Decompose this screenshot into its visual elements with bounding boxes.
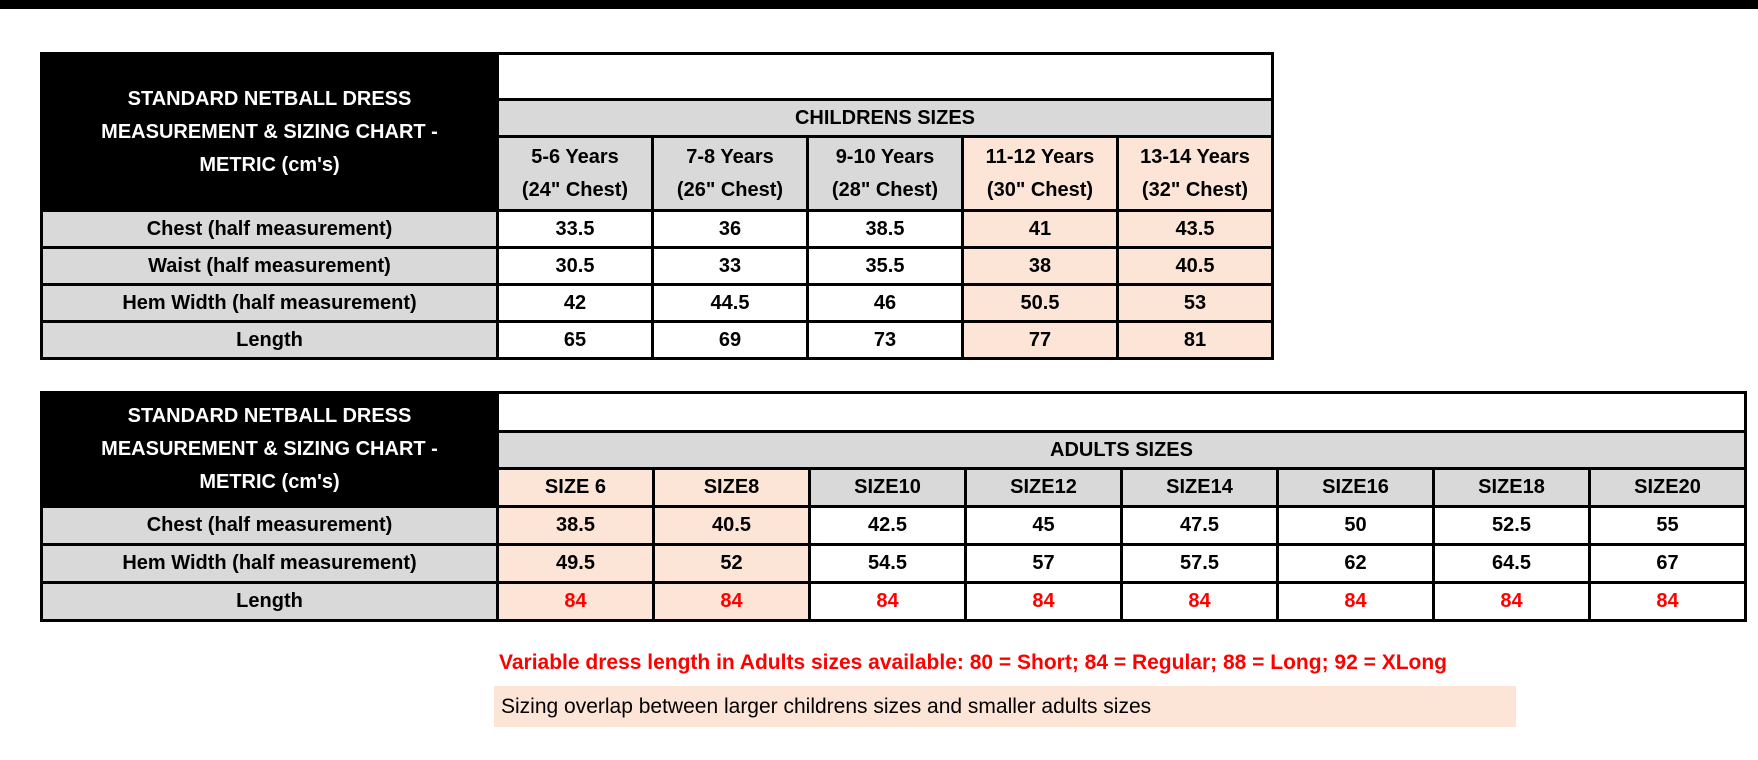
- column-header-line: 13-14 Years: [1140, 145, 1250, 168]
- data-cell: 81: [1116, 320, 1274, 360]
- column-header-line: (24" Chest): [521, 178, 629, 201]
- data-cell: 84: [496, 581, 655, 622]
- data-cell: 52.5: [1432, 505, 1591, 546]
- row-label: Chest (half measurement): [40, 505, 499, 546]
- adults-sizing-table: STANDARD NETBALL DRESS MEASUREMENT & SIZI…: [40, 391, 1747, 622]
- table-title-line: METRIC (cm's): [199, 153, 340, 176]
- column-header-line: 9-10 Years: [835, 145, 935, 168]
- data-cell: 52: [652, 543, 811, 584]
- header-gap: [496, 391, 1747, 433]
- row-label: Waist (half measurement): [40, 246, 499, 286]
- data-cell: 43.5: [1116, 209, 1274, 249]
- data-cell: 49.5: [496, 543, 655, 584]
- data-cell: 38: [961, 246, 1119, 286]
- table-title: STANDARD NETBALL DRESS MEASUREMENT & SIZI…: [40, 391, 499, 508]
- data-cell: 50.5: [961, 283, 1119, 323]
- children-group-header: CHILDRENS SIZES: [496, 98, 1274, 138]
- data-cell: 38.5: [496, 505, 655, 546]
- column-header: SIZE 6: [496, 467, 655, 508]
- column-header: SIZE8: [652, 467, 811, 508]
- column-header: SIZE14: [1120, 467, 1279, 508]
- table-title-line: MEASUREMENT & SIZING CHART -: [101, 438, 438, 460]
- column-header-line: SIZE12: [1010, 476, 1077, 498]
- data-cell: 33.5: [496, 209, 654, 249]
- data-cell: 84: [1432, 581, 1591, 622]
- table-title: STANDARD NETBALL DRESS MEASUREMENT & SIZI…: [40, 52, 499, 212]
- data-cell: 73: [806, 320, 964, 360]
- table-title-line: MEASUREMENT & SIZING CHART -: [101, 120, 438, 143]
- data-cell: 47.5: [1120, 505, 1279, 546]
- data-cell: 84: [964, 581, 1123, 622]
- data-cell: 84: [808, 581, 967, 622]
- column-header-line: 5-6 Years: [531, 145, 619, 168]
- data-cell: 46: [806, 283, 964, 323]
- data-cell: 44.5: [651, 283, 809, 323]
- table-title-line: STANDARD NETBALL DRESS: [127, 87, 412, 110]
- data-cell: 36: [651, 209, 809, 249]
- data-cell: 40.5: [1116, 246, 1274, 286]
- data-cell: 84: [1120, 581, 1279, 622]
- column-header-line: SIZE 6: [544, 476, 607, 498]
- data-cell: 84: [1588, 581, 1747, 622]
- column-header: 13-14 Years (32" Chest): [1116, 135, 1274, 212]
- data-cell: 33: [651, 246, 809, 286]
- data-cell: 54.5: [808, 543, 967, 584]
- data-cell: 40.5: [652, 505, 811, 546]
- column-header-line: SIZE20: [1634, 476, 1701, 498]
- row-label: Hem Width (half measurement): [40, 543, 499, 584]
- data-cell: 67: [1588, 543, 1747, 584]
- column-header-line: (28" Chest): [831, 178, 939, 201]
- data-cell: 77: [961, 320, 1119, 360]
- row-label: Length: [40, 581, 499, 622]
- row-label: Chest (half measurement): [40, 209, 499, 249]
- children-sizing-table: STANDARD NETBALL DRESS MEASUREMENT & SIZI…: [40, 52, 1274, 360]
- sizing-overlap-note: Sizing overlap between larger childrens …: [494, 686, 1516, 727]
- data-cell: 84: [1276, 581, 1435, 622]
- top-black-bar: [0, 0, 1758, 9]
- data-cell: 55: [1588, 505, 1747, 546]
- column-header-line: (26" Chest): [676, 178, 784, 201]
- data-cell: 84: [652, 581, 811, 622]
- data-cell: 42: [496, 283, 654, 323]
- data-cell: 64.5: [1432, 543, 1591, 584]
- column-header-line: SIZE16: [1322, 476, 1389, 498]
- column-header: 11-12 Years (30" Chest): [961, 135, 1119, 212]
- variable-length-note: Variable dress length in Adults sizes av…: [499, 651, 1448, 674]
- data-cell: 38.5: [806, 209, 964, 249]
- data-cell: 35.5: [806, 246, 964, 286]
- column-header-line: (32" Chest): [1141, 178, 1249, 201]
- data-cell: 57: [964, 543, 1123, 584]
- column-header: SIZE16: [1276, 467, 1435, 508]
- data-cell: 41: [961, 209, 1119, 249]
- data-cell: 65: [496, 320, 654, 360]
- row-label: Hem Width (half measurement): [40, 283, 499, 323]
- column-header-line: 11-12 Years: [985, 145, 1095, 168]
- column-header: SIZE10: [808, 467, 967, 508]
- table-title-line: STANDARD NETBALL DRESS: [127, 405, 412, 427]
- data-cell: 62: [1276, 543, 1435, 584]
- data-cell: 57.5: [1120, 543, 1279, 584]
- data-cell: 42.5: [808, 505, 967, 546]
- column-header: SIZE18: [1432, 467, 1591, 508]
- column-header: 5-6 Years (24" Chest): [496, 135, 654, 212]
- column-header: SIZE20: [1588, 467, 1747, 508]
- column-header: 9-10 Years (28" Chest): [806, 135, 964, 212]
- column-header-line: (30" Chest): [986, 178, 1094, 201]
- adults-group-header: ADULTS SIZES: [496, 430, 1747, 470]
- column-header-line: 7-8 Years: [686, 145, 774, 168]
- column-header: 7-8 Years (26" Chest): [651, 135, 809, 212]
- data-cell: 53: [1116, 283, 1274, 323]
- data-cell: 50: [1276, 505, 1435, 546]
- header-gap: [496, 52, 1274, 101]
- column-header: SIZE12: [964, 467, 1123, 508]
- column-header-line: SIZE10: [854, 476, 921, 498]
- column-header-line: SIZE18: [1478, 476, 1545, 498]
- table-title-line: METRIC (cm's): [199, 471, 340, 493]
- data-cell: 45: [964, 505, 1123, 546]
- column-header-line: SIZE8: [703, 476, 760, 498]
- column-header-line: SIZE14: [1166, 476, 1233, 498]
- data-cell: 69: [651, 320, 809, 360]
- row-label: Length: [40, 320, 499, 360]
- data-cell: 30.5: [496, 246, 654, 286]
